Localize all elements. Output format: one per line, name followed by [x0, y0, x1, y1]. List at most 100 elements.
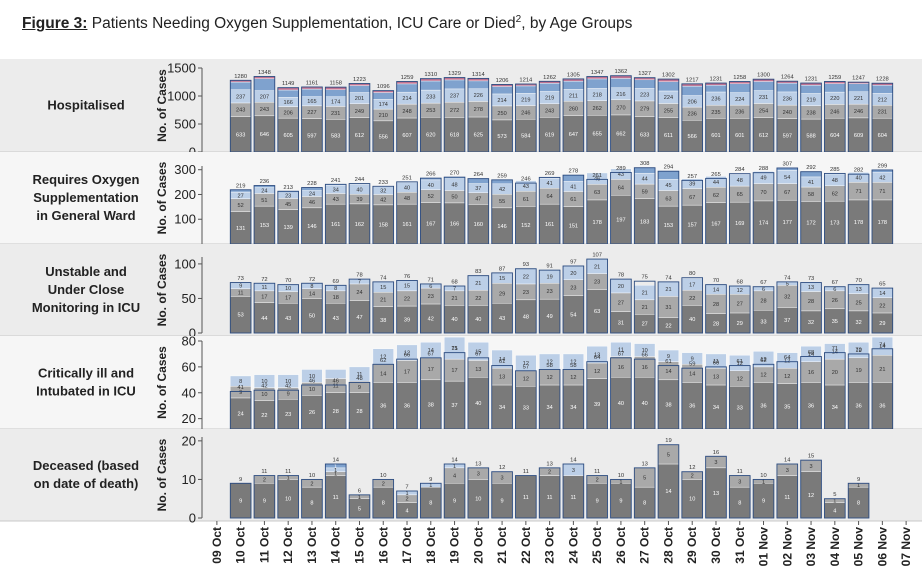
bar-outline: [467, 275, 490, 334]
segment-label: 607: [402, 133, 411, 139]
segment-label: 13: [808, 285, 814, 291]
total-label: 10: [380, 473, 386, 479]
total-label: 1310: [424, 72, 437, 78]
segment-label: 601: [735, 133, 744, 139]
segment-label: 48: [737, 178, 743, 184]
total-label: 46: [332, 379, 338, 385]
segment-label: 43: [333, 197, 339, 203]
segment-label: 231: [759, 95, 768, 101]
bar-outline: [396, 490, 418, 519]
segment-label: 5: [643, 476, 646, 482]
y-axis-label: No. of Cases: [155, 346, 169, 419]
segment-label: 14: [713, 287, 719, 293]
segment-label: 612: [759, 133, 768, 139]
segment-label: 11: [333, 384, 339, 390]
segment-label: 6: [762, 287, 765, 293]
segment-label: 23: [594, 280, 600, 286]
row-label-line: Deceased (based: [33, 458, 139, 473]
bar-outline: [396, 280, 418, 334]
y-tick-label: 20: [182, 411, 196, 426]
segment-label: 32: [808, 320, 814, 326]
bar-segment: [539, 83, 561, 92]
total-label: 74: [879, 342, 886, 348]
total-label: 68: [737, 280, 743, 286]
segment-label: 9: [263, 499, 266, 505]
segment-label: 26: [309, 410, 315, 416]
segment-label: 246: [830, 109, 839, 115]
segment-label: 2: [310, 481, 313, 487]
segment-label: 29: [499, 291, 505, 297]
bar-segment: [253, 78, 275, 91]
segment-label: 11: [523, 495, 529, 501]
segment-label: 618: [450, 133, 459, 139]
segment-label: 12: [737, 361, 743, 367]
segment-label: 62: [713, 193, 719, 199]
bar-segment: [277, 89, 299, 98]
bar-outline: [610, 278, 632, 334]
segment-label: 633: [640, 132, 649, 138]
bar-outline: [443, 463, 466, 519]
row-label-line: Critically ill and: [38, 366, 134, 381]
segment-label: 255: [664, 109, 673, 115]
segment-label: 33: [760, 320, 766, 326]
segment-label: 9: [596, 499, 599, 505]
segment-label: 611: [664, 133, 673, 139]
segment-label: 13: [713, 375, 719, 381]
total-label: 1217: [686, 77, 699, 83]
bar-outline: [657, 444, 680, 519]
segment-label: 161: [331, 222, 340, 228]
segment-label: 235: [711, 110, 720, 116]
total-label: 278: [569, 169, 579, 175]
bar-segment: [467, 178, 489, 184]
segment-label: 28: [333, 409, 339, 415]
row-label-line: Requires Oxygen: [33, 172, 140, 187]
segment-label: 40: [475, 401, 481, 407]
bar-segment: [800, 84, 822, 94]
y-tick-label: 100: [174, 256, 196, 271]
segment-label: 13: [855, 287, 861, 293]
segment-label: 17: [428, 367, 434, 373]
total-label: 13: [641, 461, 647, 467]
total-label: 93: [523, 262, 529, 268]
segment-label: 1: [857, 483, 860, 489]
total-label: 14: [451, 458, 458, 464]
total-label: 58: [546, 363, 552, 369]
bar-outline: [515, 268, 537, 334]
segment-label: 236: [735, 110, 744, 116]
segment-label: 22: [523, 274, 529, 280]
segment-label: 3: [501, 476, 504, 482]
bar-outline: [538, 269, 561, 334]
segment-label: 227: [307, 110, 316, 116]
panel-3: Unstable and Under Close Monitoring in ICU…: [0, 244, 922, 341]
segment-label: 131: [236, 226, 245, 232]
segment-label: 40: [618, 401, 624, 407]
total-label: 1096: [377, 84, 390, 90]
segment-label: 262: [592, 106, 601, 112]
panel-4: Critically ill and Intubated in ICU No. of…: [0, 334, 922, 430]
total-label: 67: [475, 351, 481, 357]
segment-label: 7: [453, 286, 456, 292]
total-label: 257: [687, 174, 697, 180]
segment-label: 65: [737, 192, 743, 198]
segment-label: 58: [808, 192, 814, 198]
segment-label: 34: [499, 405, 505, 411]
y-tick-label: 20: [182, 433, 196, 448]
segment-label: 38: [428, 402, 434, 408]
segment-label: 9: [501, 499, 504, 505]
segment-label: 14: [380, 371, 386, 377]
segment-label: 219: [545, 96, 554, 102]
x-tick-label: 07 Nov: [899, 527, 913, 567]
y-tick-label: 80: [182, 334, 196, 349]
segment-label: 10: [285, 379, 291, 385]
segment-label: 10: [689, 497, 695, 503]
bar-segment: [871, 336, 893, 356]
segment-label: 9: [239, 284, 242, 290]
segment-label: 5: [358, 506, 361, 512]
total-label: 68: [808, 350, 814, 356]
segment-label: 12: [760, 357, 766, 363]
segment-label: 43: [499, 316, 505, 322]
segment-label: 43: [618, 172, 624, 178]
segment-label: 22: [689, 296, 695, 302]
figure-title: Figure 3: Patients Needing Oxygen Supple…: [22, 14, 632, 33]
bar-segment: [681, 85, 703, 96]
